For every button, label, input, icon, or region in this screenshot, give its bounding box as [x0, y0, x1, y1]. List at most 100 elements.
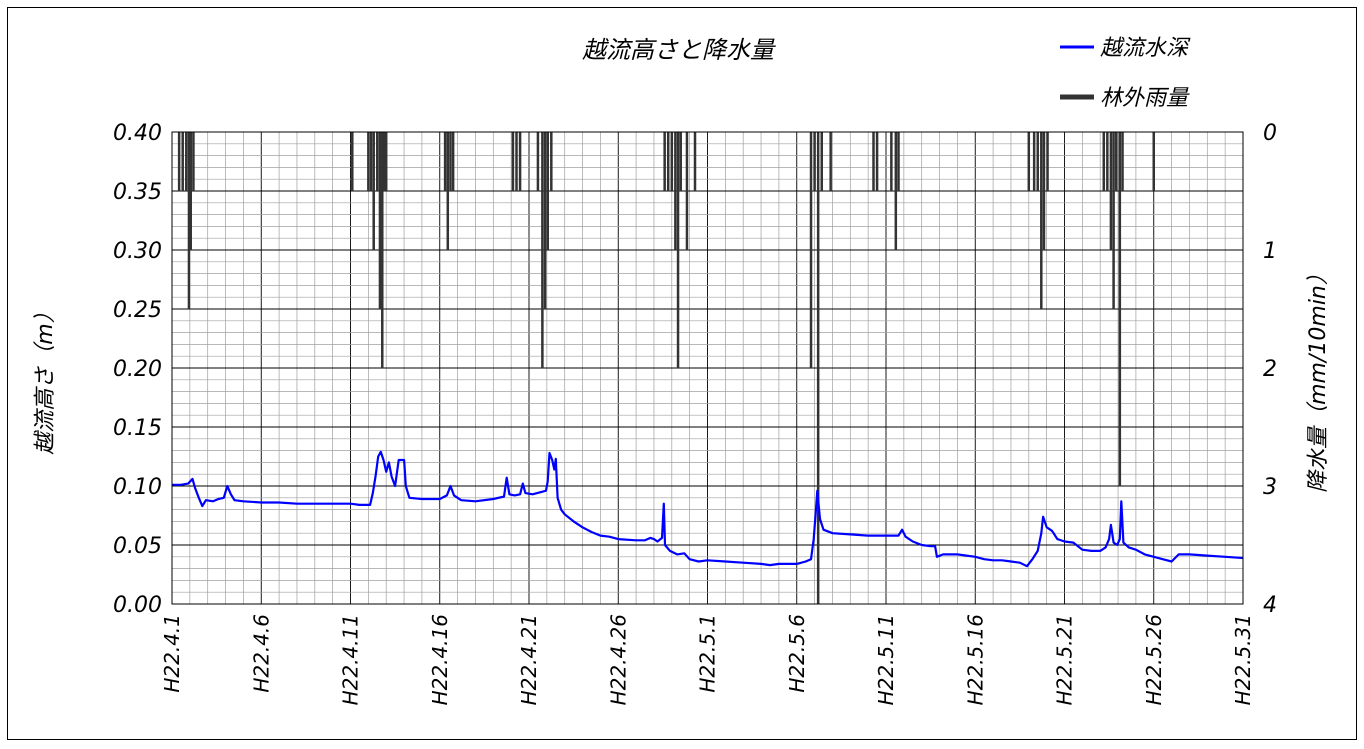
rain-bar: [369, 132, 373, 191]
rain-bar: [1027, 132, 1031, 191]
x-tick-label: H22.4.11: [339, 614, 363, 705]
left-tick-label: 0.30: [113, 239, 162, 264]
x-tick-label: H22.5.16: [963, 614, 987, 705]
rain-bar: [372, 132, 375, 250]
x-tick-label: H22.5.1: [696, 614, 720, 693]
rain-bar: [1112, 132, 1115, 309]
legend-label-bar: 林外雨量: [1100, 86, 1190, 111]
rain-bar: [1115, 132, 1118, 191]
right-tick-label: 0: [1263, 121, 1277, 146]
rain-bar: [187, 132, 191, 309]
left-axis: 0.00 0.05 0.10 0.15 0.20 0.25 0.30 0.35 0.40: [113, 121, 162, 618]
rain-bar: [1040, 132, 1043, 309]
right-tick-label: 4: [1263, 593, 1277, 618]
rain-bar: [518, 132, 522, 191]
rain-bar: [543, 132, 547, 309]
rain-bar: [192, 132, 195, 191]
x-tick-label: H22.4.1: [160, 614, 184, 693]
x-tick-label: H22.4.21: [517, 614, 541, 705]
rain-bar: [1109, 132, 1113, 250]
right-tick-label: 3: [1263, 475, 1277, 500]
rain-bar: [1121, 132, 1124, 191]
rain-bar: [685, 132, 689, 250]
rain-bar: [875, 132, 879, 191]
rain-bar: [1106, 132, 1109, 191]
rain-bar: [894, 132, 898, 250]
rain-bar: [381, 132, 384, 368]
left-tick-label: 0.15: [113, 416, 162, 441]
rain-bar: [679, 132, 682, 191]
right-axis: 4 3 2 1 0: [1263, 121, 1277, 618]
left-tick-label: 0.20: [113, 357, 162, 382]
rain-bar: [897, 132, 900, 191]
rain-bar: [674, 132, 677, 250]
x-tick-label: H22.4.6: [249, 614, 273, 693]
rain-bar: [1036, 132, 1039, 191]
rain-bar: [1118, 132, 1122, 486]
rain-bar: [446, 132, 450, 250]
rain-bar: [872, 132, 875, 191]
grid: [171, 131, 1244, 605]
x-tick-label: H22.5.26: [1142, 614, 1166, 705]
rain-bar: [693, 132, 697, 191]
rain-bar: [378, 132, 382, 309]
x-tick-label: H22.5.31: [1231, 614, 1255, 705]
rain-bar: [177, 132, 181, 191]
rain-bar: [663, 132, 666, 191]
rain-bar: [443, 132, 447, 191]
x-tick-label: H22.4.26: [606, 614, 630, 705]
legend: 越流水深 林外雨量: [1060, 36, 1191, 111]
rain-bar: [666, 132, 670, 191]
rain-bar: [189, 132, 192, 250]
right-tick-label: 2: [1263, 357, 1277, 382]
rain-bar: [890, 132, 893, 191]
rain-bar: [382, 132, 386, 191]
rain-bar: [1032, 132, 1036, 191]
rain-bar: [813, 132, 816, 191]
rain-bar: [829, 132, 832, 191]
right-axis-label: 降水量（mm/10min）: [1306, 263, 1331, 493]
rain-bar: [511, 132, 515, 191]
rain-bar: [1152, 132, 1155, 191]
left-tick-label: 0.25: [113, 298, 162, 323]
rain-bar: [449, 132, 452, 191]
left-tick-label: 0.05: [113, 534, 162, 559]
x-tick-label: H22.5.6: [785, 614, 809, 693]
x-tick-label: H22.5.21: [1053, 614, 1077, 705]
rain-bar: [536, 132, 540, 191]
rain-bar: [376, 132, 379, 191]
left-axis-label: 越流高さ（m）: [33, 301, 58, 454]
right-tick-label: 1: [1263, 239, 1277, 264]
rain-bar: [185, 132, 188, 191]
left-tick-label: 0.10: [113, 475, 162, 500]
left-tick-label: 0.00: [113, 593, 162, 618]
rain-bar: [816, 132, 820, 604]
overflow-series-line: [172, 450, 1244, 568]
x-tick-label: H22.5.11: [874, 614, 898, 705]
rain-bars: [177, 132, 1155, 604]
rain-bar: [181, 132, 184, 191]
x-tick-label: H22.4.16: [428, 614, 452, 705]
rain-bar: [676, 132, 680, 368]
rain-bar: [670, 132, 674, 191]
rain-bar: [541, 132, 544, 368]
rain-bar: [820, 132, 823, 191]
plot-border: [171, 131, 1244, 605]
rain-bar: [451, 132, 455, 191]
rain-bar: [809, 132, 813, 368]
x-axis: H22.4.1 H22.4.6 H22.4.11 H22.4.16 H22.4.21 H2…: [160, 614, 1255, 705]
rain-bar: [515, 132, 518, 191]
chart-title: 越流高さと降水量: [582, 36, 776, 64]
rain-bar: [1042, 132, 1046, 250]
left-tick-label: 0.35: [113, 180, 162, 205]
rain-bar: [367, 132, 370, 191]
legend-label-line: 越流水深: [1100, 36, 1191, 61]
left-tick-label: 0.40: [113, 121, 162, 146]
rain-bar: [384, 132, 388, 191]
rain-bar: [1046, 132, 1049, 191]
rain-bar: [550, 132, 553, 191]
overflow-line: [172, 450, 1244, 568]
chart-frame: [7, 7, 1357, 740]
rain-bar: [546, 132, 549, 250]
